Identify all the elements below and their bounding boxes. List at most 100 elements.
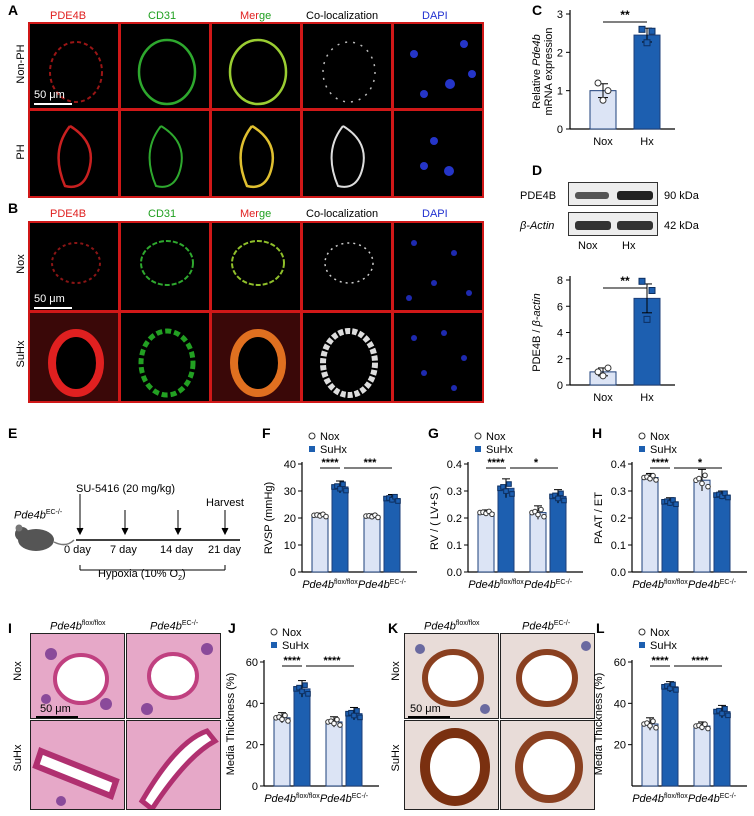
data-point: [667, 500, 673, 506]
data-point: [643, 39, 651, 47]
panel-label-l: L: [596, 620, 605, 636]
western-blot-pde4b: [568, 182, 658, 206]
micrograph-ph-dapi: [392, 109, 484, 198]
bar-suhx: [345, 713, 363, 787]
data-point: [699, 480, 705, 487]
data-point: [538, 506, 544, 513]
data-point: [354, 708, 360, 714]
bar-nox: [693, 725, 711, 787]
x-tick-label: Nox: [593, 136, 613, 148]
y-tick-label: 0.1: [447, 540, 462, 552]
micrograph-nox-cd31: [119, 221, 211, 312]
micrograph-ph-cd31: [119, 109, 211, 198]
y-tick-label: 60: [614, 657, 626, 669]
scale-bar-b: 50 μm: [34, 293, 65, 305]
legend-label-nox: Nox: [486, 431, 506, 443]
x-tick-label: Hx: [640, 392, 654, 404]
micrograph-nonph-cd31: [119, 22, 211, 110]
channel-label-coloc: Co-localization: [306, 10, 379, 22]
genotype-flox-i: Pde4bflox/flox: [50, 620, 106, 633]
data-point: [302, 682, 308, 688]
data-point: [337, 485, 343, 492]
western-label-actin: β-Actin: [520, 220, 555, 232]
y-tick-label: 0.1: [611, 540, 626, 552]
x-tick-label: Hx: [640, 136, 654, 148]
row-label-suhx-i: SuHx: [12, 744, 24, 772]
micrograph-suhx-coloc: [301, 311, 393, 403]
y-tick-label: 20: [246, 740, 258, 752]
histology-i-nox-ec: [126, 633, 221, 719]
bar-suhx: [331, 486, 349, 573]
micrograph-suhx-cd31: [119, 311, 211, 403]
y-tick-label: 2: [557, 354, 563, 366]
timeline: [15, 494, 240, 571]
legend-marker-suhx: [271, 642, 277, 648]
bar-nox: [325, 721, 343, 787]
y-tick-label: 20: [614, 740, 626, 752]
y-tick-label: 60: [246, 657, 258, 669]
data-point: [722, 706, 728, 712]
histology-k-suhx-flox: [404, 720, 499, 810]
legend-label-suhx: SuHx: [650, 640, 677, 652]
bar-nox: [477, 512, 495, 573]
genotype-flox-k: Pde4bflox/flox: [424, 620, 480, 633]
chart-g: 0.0 0.1 0.2 0.3 0.4 Pde4bflox/flox Pde4bEC-/- *…: [429, 431, 583, 591]
data-point: [604, 87, 612, 95]
panel-label-g: G: [428, 425, 439, 441]
group-label: Pde4bEC-/-: [320, 793, 369, 805]
panel-label-h: H: [592, 425, 603, 441]
drug-label: SU-5416 (20 mg/kg): [76, 483, 176, 495]
data-point: [719, 710, 725, 717]
micrograph-nox-pde4b: [28, 221, 120, 312]
harvest-label: Harvest: [206, 497, 244, 509]
genotype-ec-i: Pde4bEC-/-: [150, 620, 199, 633]
legend-marker-nox: [638, 628, 646, 636]
data-point: [650, 718, 656, 725]
y-tick-label: 0.3: [611, 486, 626, 498]
day-0: 0 day: [64, 544, 91, 556]
data-point: [667, 685, 673, 692]
data-point: [279, 716, 285, 723]
significance-label: *: [534, 457, 539, 469]
bar-suhx: [713, 494, 731, 573]
y-tick-label: 40: [284, 459, 296, 471]
data-point: [334, 716, 340, 723]
data-point: [395, 498, 401, 504]
y-tick-label: 0: [252, 781, 258, 793]
y-tick-label: 0.2: [611, 513, 626, 525]
significance-label: ****: [323, 655, 341, 667]
data-point: [653, 724, 659, 731]
chart-j: 0 20 40 60 Pde4bflox/flox Pde4bEC-/- **** **** N…: [226, 627, 379, 805]
data-point: [653, 477, 659, 483]
data-point: [503, 488, 509, 494]
y-tick-label: 4: [557, 328, 563, 340]
panel-a-grid: 50 μm: [28, 22, 484, 198]
significance-label: ***: [364, 457, 378, 469]
channel-label-merge-b: Merge: [240, 208, 272, 220]
data-point: [535, 511, 541, 518]
data-point: [643, 315, 651, 323]
data-point: [285, 718, 291, 724]
data-point: [552, 492, 558, 499]
western-size-90: 90 kDa: [664, 190, 699, 202]
panel-label-d: D: [532, 162, 543, 178]
data-point: [489, 511, 495, 518]
channel-label-coloc-b: Co-localization: [306, 208, 379, 220]
group-label: Pde4bflox/flox: [264, 793, 320, 805]
western-lane-hx: Hx: [622, 240, 636, 252]
panel-label-j: J: [228, 620, 236, 636]
channel-label-pde4b: PDE4B: [50, 10, 87, 22]
data-point: [705, 725, 711, 732]
data-point: [561, 497, 567, 504]
legend-label-nox: Nox: [650, 431, 670, 443]
micrograph-nonph-dapi: [392, 22, 484, 110]
data-point: [340, 481, 346, 488]
data-point: [696, 475, 702, 482]
group-label: Pde4bflox/flox: [632, 793, 688, 805]
data-point: [331, 720, 337, 727]
bar-suhx: [293, 688, 311, 787]
data-point: [351, 712, 357, 719]
y-tick-label: 0.0: [447, 567, 462, 579]
data-point: [670, 681, 676, 688]
data-point: [282, 712, 288, 719]
